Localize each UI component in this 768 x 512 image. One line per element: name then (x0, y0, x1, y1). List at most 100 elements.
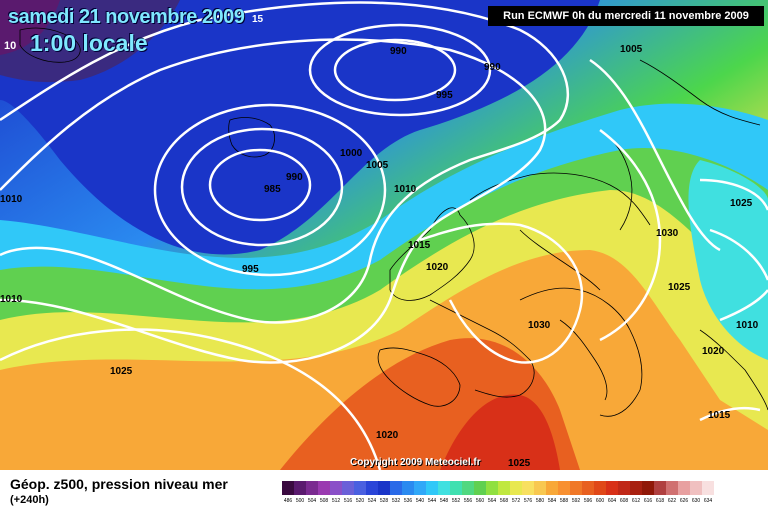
scale-label: 544 (427, 498, 437, 504)
pressure-label: 1030 (656, 228, 679, 239)
pressure-label: 1015 (708, 410, 731, 421)
scale-label: 516 (343, 498, 353, 504)
scale-label: 626 (679, 498, 689, 504)
pressure-label: 1005 (366, 160, 389, 171)
scale-swatch (618, 481, 630, 495)
isobars (0, 1, 768, 470)
forecast-date-suffix: 15 (252, 14, 264, 25)
scale-swatch (330, 481, 342, 495)
pressure-label: 990 (390, 46, 407, 57)
scale-label: 576 (523, 498, 533, 504)
scale-label: 600 (595, 498, 605, 504)
scale-label: 568 (499, 498, 509, 504)
scale-swatch (654, 481, 666, 495)
band-red (440, 394, 560, 470)
pressure-label: 1000 (340, 148, 363, 159)
scale-label: 500 (295, 498, 305, 504)
scale-label: 486 (283, 498, 293, 504)
forecast-date: samedi 21 novembre 2009 (8, 6, 245, 28)
pressure-label: 990 (484, 62, 501, 73)
scale-swatch (402, 481, 414, 495)
scale-label: 630 (691, 498, 701, 504)
scale-label: 612 (631, 498, 641, 504)
scale-label: 604 (607, 498, 617, 504)
scale-swatch (534, 481, 546, 495)
pressure-label: 1010 (0, 194, 23, 205)
pressure-label: 1020 (426, 262, 449, 273)
pressure-label: 990 (286, 172, 303, 183)
scale-label: 504 (307, 498, 317, 504)
scale-swatch (474, 481, 486, 495)
scale-label: 560 (475, 498, 485, 504)
scale-label: 552 (451, 498, 461, 504)
scale-swatch (438, 481, 450, 495)
weather-map: samedi 21 novembre 2009 15 1:00 locale 1… (0, 0, 768, 470)
forecast-range: (+240h) (10, 494, 49, 506)
pressure-label: 1010 (0, 294, 23, 305)
scale-label: 616 (643, 498, 653, 504)
scale-label: 528 (379, 498, 389, 504)
scale-label: 572 (511, 498, 521, 504)
scale-swatch (450, 481, 462, 495)
scale-swatch (678, 481, 690, 495)
map-canvas (0, 0, 768, 470)
pressure-label: 1025 (668, 282, 691, 293)
scale-swatch (630, 481, 642, 495)
color-scale (282, 481, 714, 495)
scale-label: 618 (655, 498, 665, 504)
scale-swatch (546, 481, 558, 495)
pressure-label: 1025 (508, 458, 531, 469)
scale-swatch (690, 481, 702, 495)
scale-label: 520 (355, 498, 365, 504)
scale-label: 634 (703, 498, 713, 504)
scale-swatch (282, 481, 294, 495)
pressure-label: 1010 (394, 184, 417, 195)
run-info: Run ECMWF 0h du mercredi 11 novembre 200… (488, 6, 764, 26)
scale-label: 548 (439, 498, 449, 504)
scale-swatch (354, 481, 366, 495)
color-scale-labels: 486 500 504 508 512 516 520 524 528 532 536 540 544 5… (282, 498, 714, 504)
pressure-label: 1020 (376, 430, 399, 441)
scale-swatch (306, 481, 318, 495)
scale-swatch (702, 481, 714, 495)
scale-label: 580 (535, 498, 545, 504)
pressure-label: 995 (242, 264, 259, 275)
scale-label: 508 (319, 498, 329, 504)
scale-label: 532 (391, 498, 401, 504)
clipped-label: 10 (4, 40, 17, 52)
scale-swatch (642, 481, 654, 495)
pressure-label: 1015 (408, 240, 431, 251)
scale-swatch (594, 481, 606, 495)
scale-swatch (486, 481, 498, 495)
pressure-label: 1030 (528, 320, 551, 331)
scale-swatch (582, 481, 594, 495)
scale-swatch (462, 481, 474, 495)
pressure-label: 1005 (620, 44, 643, 55)
scale-swatch (558, 481, 570, 495)
scale-swatch (570, 481, 582, 495)
pressure-label: 1025 (110, 366, 133, 377)
band-orange (0, 250, 768, 470)
scale-label: 540 (415, 498, 425, 504)
scale-label: 596 (583, 498, 593, 504)
scale-swatch (426, 481, 438, 495)
scale-swatch (510, 481, 522, 495)
pressure-label: 995 (436, 90, 453, 101)
forecast-time: 1:00 locale (30, 30, 148, 56)
scale-label: 564 (487, 498, 497, 504)
scale-swatch (342, 481, 354, 495)
scale-label: 608 (619, 498, 629, 504)
pressure-label: 1020 (702, 346, 725, 357)
scale-swatch (294, 481, 306, 495)
scale-label: 588 (559, 498, 569, 504)
band-dark-purple (0, 0, 60, 55)
scale-label: 592 (571, 498, 581, 504)
scale-label: 622 (667, 498, 677, 504)
copyright: Copyright 2009 Meteociel.fr (350, 457, 481, 468)
scale-swatch (666, 481, 678, 495)
scale-label: 556 (463, 498, 473, 504)
scale-label: 524 (367, 498, 377, 504)
scale-label: 584 (547, 498, 557, 504)
scale-swatch (390, 481, 402, 495)
pressure-label: 1025 (730, 198, 753, 209)
